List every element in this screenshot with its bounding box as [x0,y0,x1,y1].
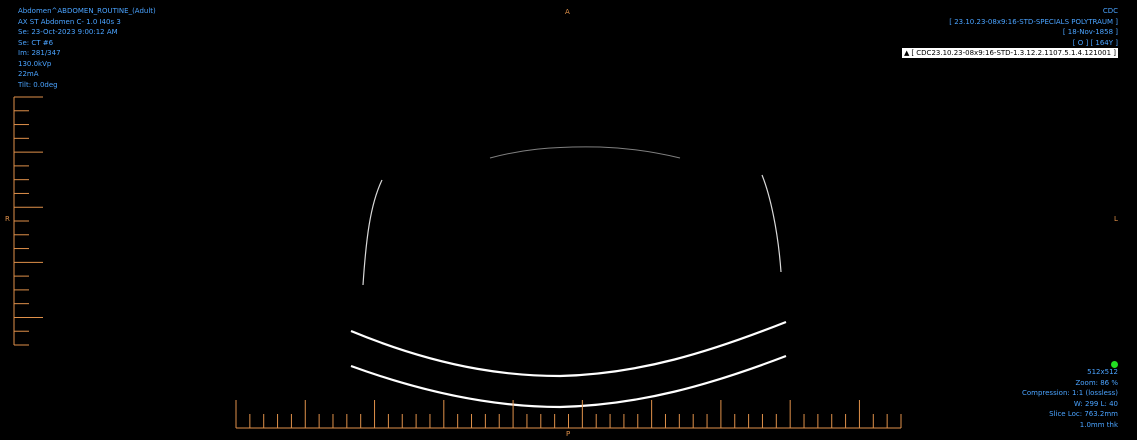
orientation-anterior: A [565,8,570,16]
ct-image-outline [350,146,787,409]
tilt-value: Tilt: 0.0deg [18,80,58,89]
slice-thickness: 1.0mm thk [1079,420,1118,429]
body-contour-left [362,179,383,286]
image-index: Im: 281/347 [18,49,61,57]
table-curve-upper [350,320,787,378]
series-description: AX ST Abdomen C- 1.0 I40s 3 [18,17,121,26]
patient-sex-age: [ O ] [ 164Y ] [1072,38,1118,47]
study-uid-highlight[interactable]: ▲[ CDC23.10.23-08x9:16-STD-1.3.12.2.1107… [901,48,1118,58]
vertical-scale-ruler [13,96,43,346]
overlay-top-left: Abdomen^ABDOMEN_ROUTINE_(Adult) AX ST Ab… [18,6,156,90]
matrix-size: 512x512 [1087,368,1118,376]
slice-location: Slice Loc: 763.2mm [1049,410,1118,418]
series-datetime: Se: 23-Oct-2023 9:00:12 AM [18,28,118,36]
kvp-value: 130.0kVp [18,59,52,68]
overlay-top-right: CDC [ 23.10.23-08x9:16-STD-SPECIALS POLY… [901,6,1118,59]
study-uid: [ CDC23.10.23-08x9:16-STD-1.3.12.2.1107.… [911,49,1116,57]
window-level: W: 299 L: 40 [1073,399,1118,408]
status-indicator-dot [1111,361,1118,368]
body-contour-right [761,174,782,273]
compression-info: Compression: 1:1 (lossless) [1021,389,1118,397]
institution-name: CDC [1102,7,1118,15]
orientation-left: L [1114,215,1118,223]
table-curve-lower [350,354,787,409]
series-number: Se: CT #6 [18,38,54,47]
zoom-level: Zoom: 86 % [1075,378,1118,387]
patient-name: [ 23.10.23-08x9:16-STD-SPECIALS POLYTRAU… [949,17,1118,26]
body-contour-top [489,146,681,159]
orientation-posterior: P [566,430,571,438]
ma-value: 22mA [18,70,39,78]
overlay-bottom-right: 512x512 Zoom: 86 % Compression: 1:1 (los… [1022,367,1118,430]
horizontal-scale-ruler [235,400,902,429]
patient-birth-date: [ 18-Nov-1858 ] [1062,28,1118,36]
orientation-right: R [5,215,10,223]
warning-triangle-icon: ▲ [903,49,910,57]
study-description: Abdomen^ABDOMEN_ROUTINE_(Adult) [18,7,156,15]
